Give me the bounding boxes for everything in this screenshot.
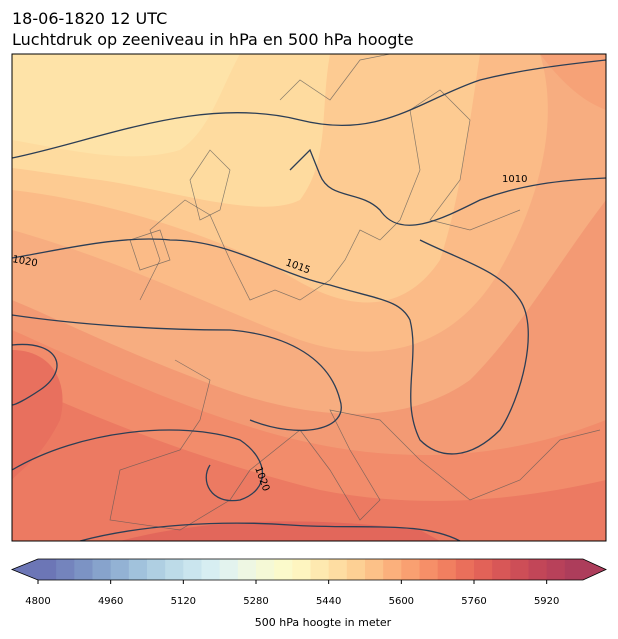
isobar-label: 1020 xyxy=(11,254,38,269)
colorbar-cell xyxy=(92,559,112,580)
colorbar-cell xyxy=(165,559,184,580)
colorbar-cell xyxy=(437,559,457,580)
map: 1010 1015 1020 1020 xyxy=(11,53,607,542)
colorbar-cell xyxy=(346,559,366,580)
isobar-label: 1010 xyxy=(502,174,527,185)
colorbar-cell xyxy=(74,559,93,580)
colorbar-tick-label: 5760 xyxy=(461,596,486,607)
colorbar-cell xyxy=(510,559,529,580)
colorbar-cell xyxy=(219,559,239,580)
colorbar-cell xyxy=(492,559,511,580)
colorbar-cell xyxy=(56,559,75,580)
colorbar-cell xyxy=(365,559,384,580)
colorbar-cell xyxy=(183,559,202,580)
colorbar-cell xyxy=(546,559,566,580)
colorbar-cell xyxy=(455,559,475,580)
colorbar: 4800 4960 5120 5280 5440 5600 5760 5920 xyxy=(10,558,607,607)
colorbar-cell xyxy=(110,559,130,580)
colorbar-cell xyxy=(128,559,148,580)
colorbar-cell xyxy=(528,559,548,580)
colorbar-cell xyxy=(237,559,257,580)
colorbar-extend xyxy=(12,559,38,580)
colorbar-cell xyxy=(147,559,166,580)
colorbar-tick-label: 4800 xyxy=(25,596,50,607)
colorbar-tick-label: 4960 xyxy=(98,596,123,607)
colorbar-cell xyxy=(310,559,330,580)
colorbar-cell xyxy=(292,559,311,580)
colorbar-cell xyxy=(419,559,439,580)
title: Luchtdruk op zeeniveau in hPa en 500 hPa… xyxy=(12,30,414,49)
colorbar-cell xyxy=(383,559,402,580)
colorbar-tick-label: 5600 xyxy=(389,596,414,607)
colorbar-cell xyxy=(38,559,57,580)
colorbar-cell xyxy=(474,559,493,580)
colorbar-cell xyxy=(328,559,348,580)
colorbar-cell xyxy=(256,559,275,580)
colorbar-tick-label: 5280 xyxy=(243,596,268,607)
colorbar-outline xyxy=(10,558,607,581)
colorbar-cell xyxy=(401,559,420,580)
colorbar-extend xyxy=(583,559,606,580)
date: 18-06-1820 12 UTC xyxy=(12,9,167,28)
colorbar-label: 500 hPa hoogte in meter xyxy=(255,616,392,629)
colorbar-tick-label: 5920 xyxy=(534,596,559,607)
colorbar-cell xyxy=(564,559,584,580)
colorbar-tick-label: 5120 xyxy=(171,596,196,607)
colorbar-cell xyxy=(201,559,221,580)
colorbar-tick-label: 5440 xyxy=(316,596,341,607)
colorbar-cell xyxy=(274,559,293,580)
